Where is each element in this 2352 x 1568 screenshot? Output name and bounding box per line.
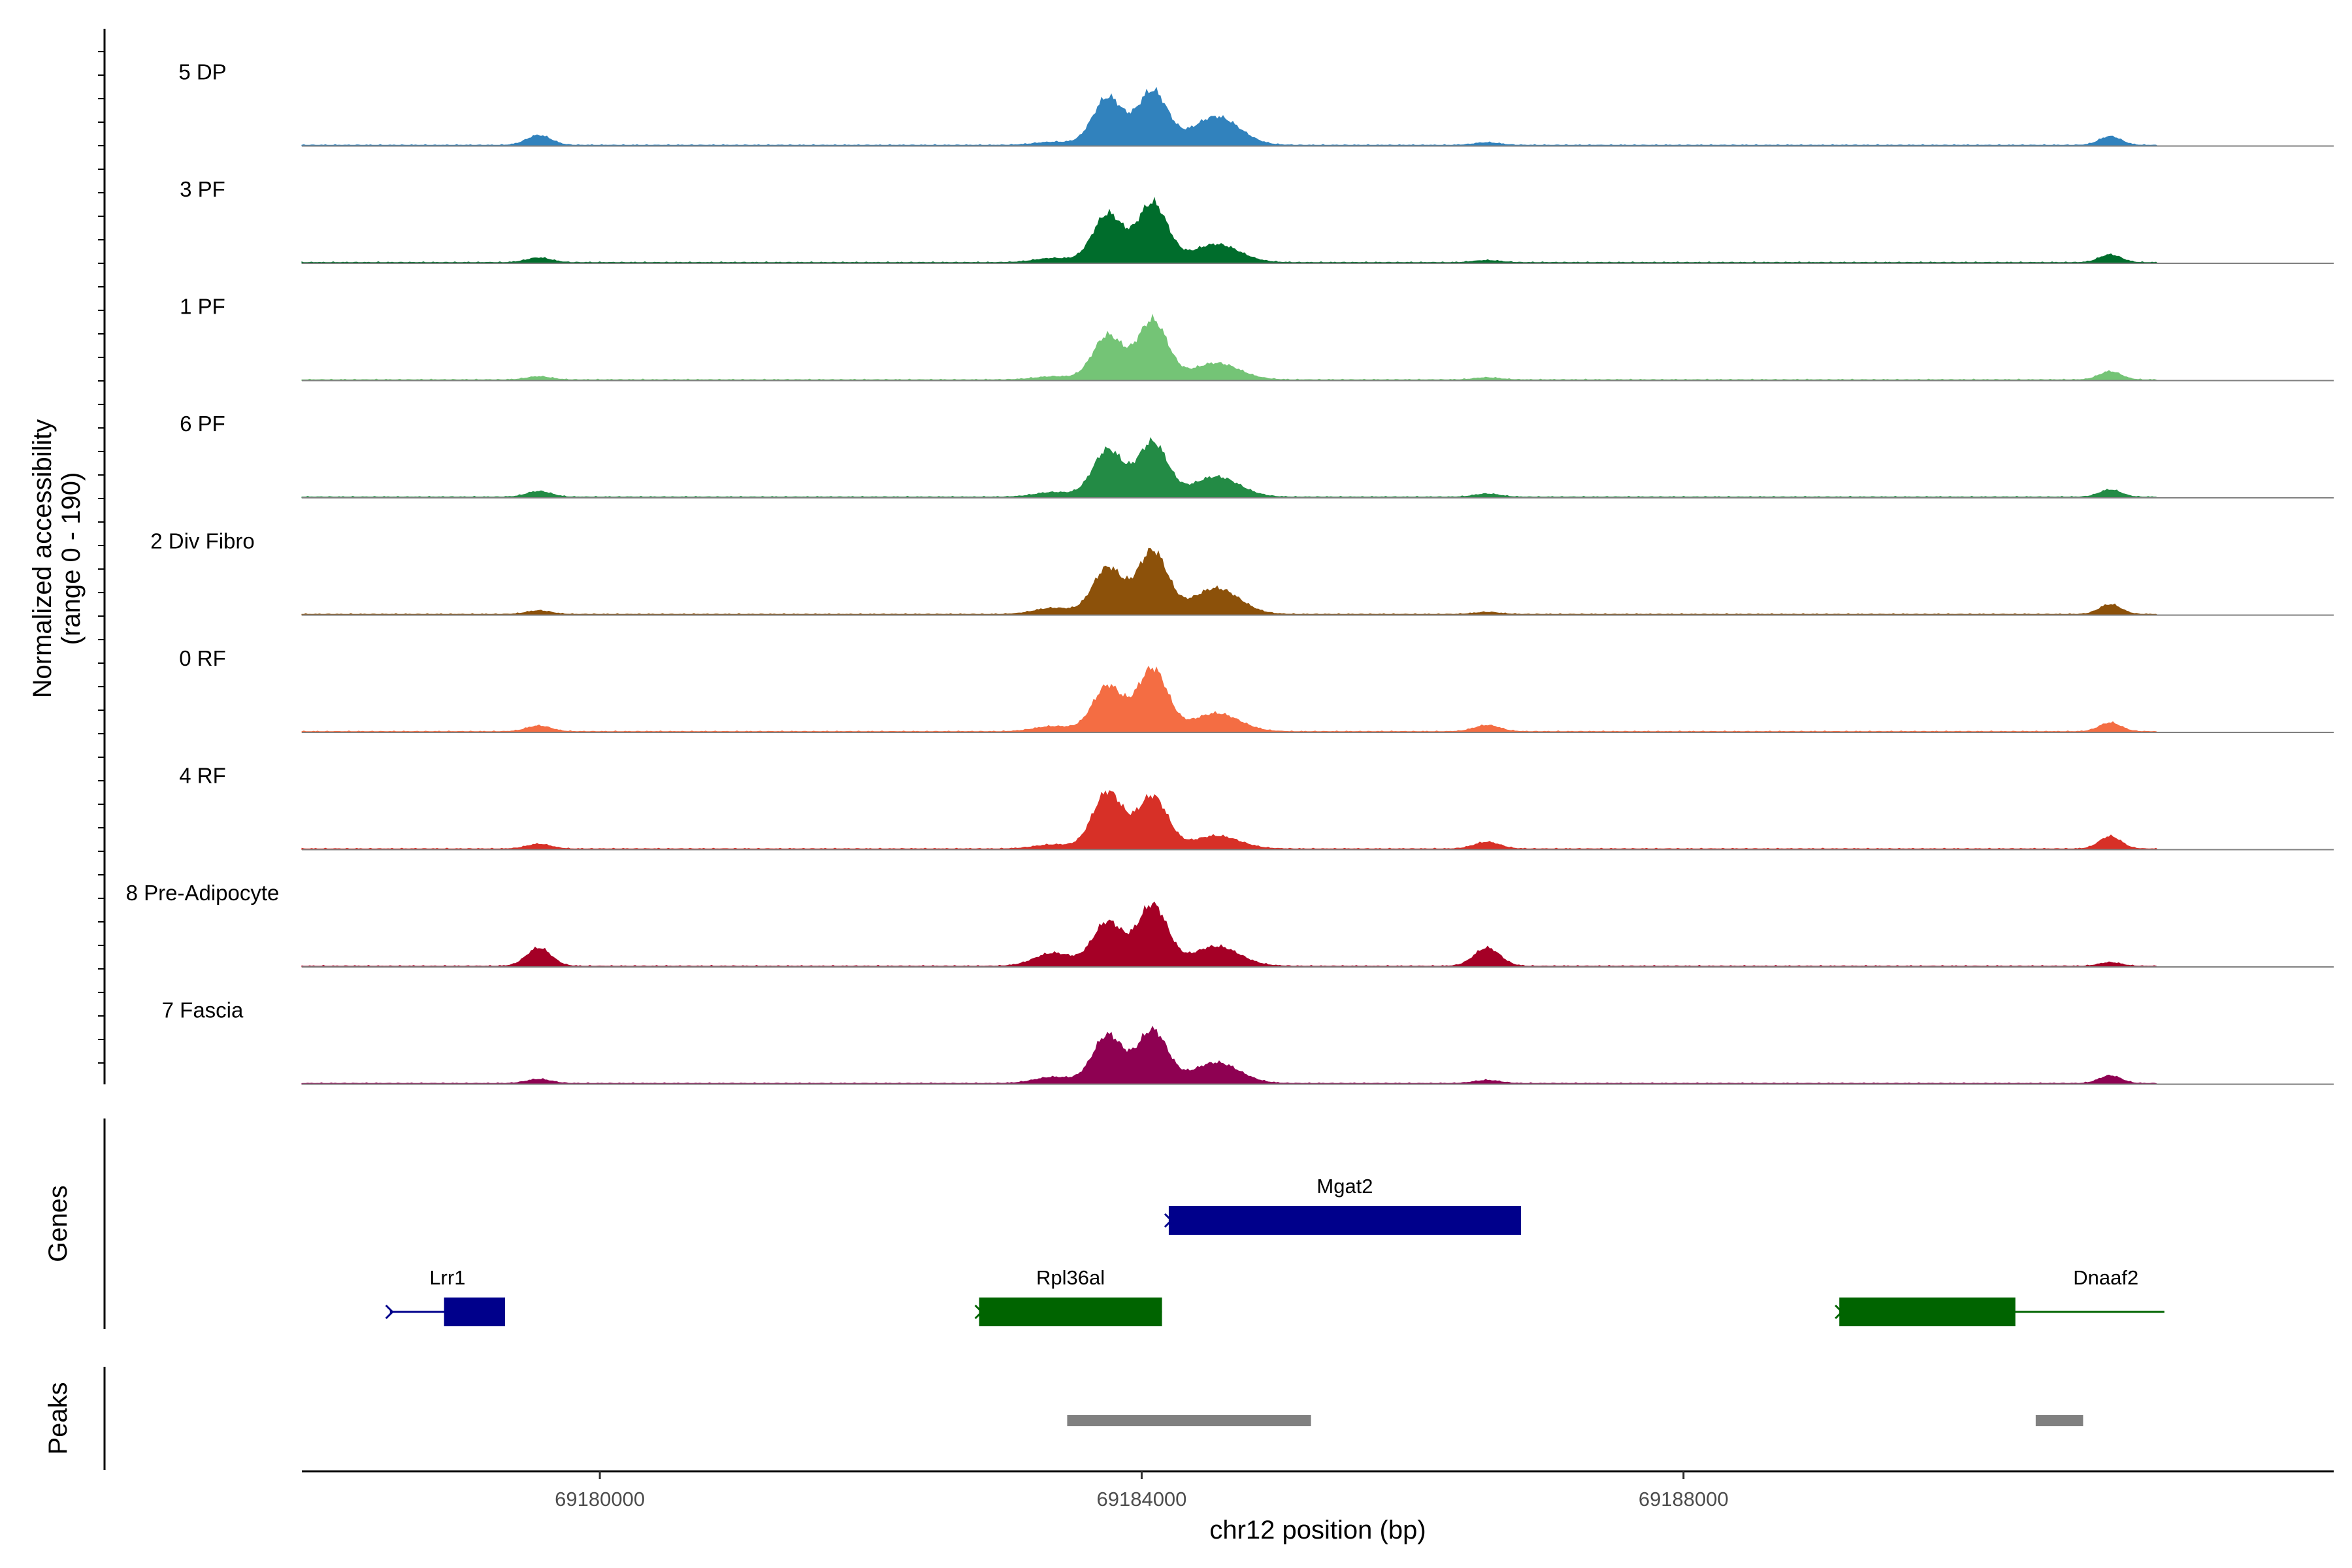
coverage-area-7-fascia — [301, 1025, 2158, 1085]
gene-exon-mgat2 — [1168, 1206, 1521, 1235]
track-label: 8 Pre-Adipocyte — [126, 881, 280, 905]
y-axis-range: (range 0 - 190) — [57, 472, 86, 645]
gene-exon-rpl36al — [979, 1298, 1162, 1326]
gene-strand-icon — [1164, 1213, 1173, 1228]
genes-panel-title: Genes — [44, 1185, 73, 1262]
coverage-y-axis — [98, 29, 106, 1085]
track-label: 3 PF — [180, 177, 225, 201]
coverage-area-2-div-fibro — [301, 547, 2159, 615]
gene-exon-lrr1 — [444, 1298, 505, 1326]
track-label: 4 RF — [179, 764, 226, 788]
track-label: 1 PF — [180, 295, 225, 319]
coverage-area-0-rf — [301, 666, 2158, 733]
coverage-area-1-pf — [301, 314, 2158, 381]
track-label: 0 RF — [179, 646, 226, 670]
peak-region — [2035, 1415, 2083, 1426]
coverage-area-8-pre-adipocyte — [301, 902, 2159, 968]
gene-label-rpl36al: Rpl36al — [1036, 1266, 1105, 1289]
peaks-panel-title: Peaks — [44, 1382, 73, 1454]
coverage-area-3-pf — [301, 197, 2159, 264]
coverage-tracks: 5 DP 3 PF 1 PF 6 PF 2 Div Fibro 0 RF 4 RF 8 Pre… — [126, 60, 2334, 1085]
gene-label-lrr1: Lrr1 — [429, 1266, 465, 1289]
y-axis-title: Normalized accessibility — [28, 419, 57, 698]
peak-region — [1067, 1415, 1311, 1426]
coverage-area-4-rf — [301, 790, 2159, 850]
peaks-track — [1067, 1415, 2083, 1426]
x-axis-title: chr12 position (bp) — [1209, 1516, 1426, 1544]
x-tick-label: 69180000 — [555, 1488, 645, 1511]
coverage-area-6-pf — [301, 437, 2158, 498]
gene-strand-icon — [1835, 1304, 1844, 1320]
gene-label-mgat2: Mgat2 — [1316, 1175, 1373, 1198]
x-tick-label: 69184000 — [1096, 1488, 1186, 1511]
gene-strand-icon — [974, 1304, 983, 1320]
track-label: 6 PF — [180, 412, 225, 436]
x-axis-ticks: 69180000 69184000 69188000 — [555, 1471, 1729, 1511]
gene-label-dnaaf2: Dnaaf2 — [2073, 1266, 2138, 1289]
x-tick-label: 69188000 — [1639, 1488, 1729, 1511]
track-label: 7 Fascia — [162, 998, 244, 1022]
coverage-area-5-dp — [301, 86, 2159, 146]
track-label: 2 Div Fibro — [150, 529, 255, 553]
gene-exon-dnaaf2 — [1839, 1298, 2016, 1326]
gene-strand-icon — [385, 1304, 394, 1320]
genes-track: Lrr1 Mgat2 Rpl36al Dnaaf2 — [385, 1175, 2164, 1326]
track-label: 5 DP — [178, 60, 226, 84]
